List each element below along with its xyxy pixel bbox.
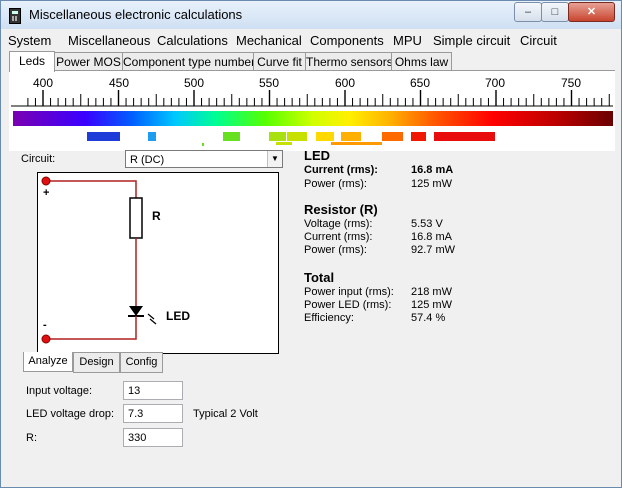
circuit-label: Circuit:	[21, 153, 56, 165]
maximize-button[interactable]: □	[541, 2, 569, 22]
led-voltage-drop-label: LED voltage drop:	[26, 408, 115, 420]
led-diode-symbol	[129, 306, 143, 316]
led-swatch-green	[223, 132, 240, 141]
res-voltage-row: Voltage (rms): 5.53 V	[304, 218, 604, 231]
led-voltage-drop-field[interactable]	[123, 404, 183, 423]
res-power-value: 92.7 mW	[411, 244, 456, 256]
total-input-row: Power input (rms): 218 mW	[304, 286, 604, 299]
total-input-value: 218 mW	[411, 286, 452, 298]
led-swatch-red	[411, 132, 426, 141]
efficiency-label: Efficiency:	[304, 312, 354, 324]
tab-curve-fit[interactable]: Curve fit	[253, 52, 306, 71]
plus-sign: +	[43, 187, 50, 199]
menu-system[interactable]: System	[8, 33, 52, 48]
tab-component-type-numbers[interactable]: Component type numbers	[122, 52, 261, 71]
led-swatch-amber	[341, 132, 361, 141]
res-power-row: Power (rms): 92.7 mW	[304, 244, 604, 257]
led-current-label: Current (rms):	[304, 164, 378, 176]
led-swatch-lime-band	[276, 142, 292, 145]
led-swatch-lime	[287, 132, 307, 141]
subtab-design[interactable]: Design	[73, 352, 120, 373]
menu-mechanical[interactable]: Mechanical	[236, 33, 302, 48]
total-led-label: Power LED (rms):	[304, 299, 392, 311]
circuit-schematic: + - R LED	[37, 172, 279, 354]
menu-bar: System Miscellaneous Calculations Mechan…	[1, 30, 621, 50]
chevron-down-icon[interactable]: ▼	[267, 151, 282, 167]
r-label: R:	[26, 432, 37, 444]
menu-mpu[interactable]: MPU	[393, 33, 422, 48]
efficiency-value: 57.4 %	[411, 312, 446, 324]
resistor-results-title: Resistor (R)	[304, 202, 378, 217]
led-swatch-cyan	[148, 132, 156, 141]
led-swatch-orange	[382, 132, 403, 141]
led-swatch-orange-band	[331, 142, 382, 145]
scale-label-400: 400	[32, 76, 54, 90]
title-bar: Miscellaneous electronic calculations – …	[1, 1, 621, 29]
circuit-select-value: R (DC)	[130, 154, 165, 166]
tab-power-mos[interactable]: Power MOS	[54, 52, 123, 71]
menu-miscellaneous[interactable]: Miscellaneous	[68, 33, 151, 48]
wavelength-scale: 400 450 500 550 600 650 700 750	[9, 71, 615, 151]
scale-label-500: 500	[183, 76, 205, 90]
res-power-label: Power (rms):	[304, 244, 367, 256]
subtab-config[interactable]: Config	[120, 352, 163, 373]
menu-components[interactable]: Components	[310, 33, 384, 48]
efficiency-row: Efficiency: 57.4 %	[304, 312, 604, 325]
resistor-symbol	[129, 197, 143, 239]
res-current-value: 16.8 mA	[411, 231, 452, 243]
schematic-drawing	[41, 176, 157, 344]
total-input-label: Power input (rms):	[304, 286, 394, 298]
tab-ohms-law[interactable]: Ohms law	[391, 52, 452, 71]
menu-circuit[interactable]: Circuit	[520, 33, 557, 48]
led-power-label: Power (rms):	[304, 178, 367, 190]
total-led-row: Power LED (rms): 125 mW	[304, 299, 604, 312]
scale-label-450: 450	[108, 76, 130, 90]
scale-label-600: 600	[334, 76, 356, 90]
scale-ticks	[11, 90, 613, 107]
led-drop-hint: Typical 2 Volt	[193, 408, 258, 420]
led-swatch-blue	[87, 132, 120, 141]
leds-panel: 400 450 500 550 600 650 700 750 Circuit:	[9, 70, 615, 483]
scale-label-650: 650	[409, 76, 431, 90]
res-voltage-label: Voltage (rms):	[304, 218, 373, 230]
positive-terminal	[41, 176, 51, 186]
led-power-row: Power (rms): 125 mW	[304, 178, 604, 191]
resistor-label: R	[152, 209, 161, 223]
led-swatch-yellow	[316, 132, 334, 141]
calculator-icon	[9, 8, 21, 24]
scale-label-700: 700	[484, 76, 506, 90]
input-voltage-label: Input voltage:	[26, 385, 93, 397]
input-voltage-field[interactable]	[123, 381, 183, 400]
circuit-select[interactable]: R (DC) ▼	[125, 150, 283, 168]
menu-simple-circuit[interactable]: Simple circuit	[433, 33, 511, 48]
tab-thermo-sensors[interactable]: Thermo sensors	[305, 52, 393, 71]
color-spectrum-bar	[13, 111, 613, 126]
res-voltage-value: 5.53 V	[411, 218, 443, 230]
res-current-label: Current (rms):	[304, 231, 373, 243]
led-power-value: 125 mW	[411, 178, 452, 190]
led-label: LED	[166, 309, 190, 323]
close-button[interactable]: ✕	[568, 2, 615, 22]
total-results-title: Total	[304, 270, 335, 285]
total-led-value: 125 mW	[411, 299, 452, 311]
r-field[interactable]	[123, 428, 183, 447]
minimize-button[interactable]: –	[514, 2, 542, 22]
led-results-title: LED	[304, 148, 330, 163]
scale-label-550: 550	[258, 76, 280, 90]
subtab-analyze[interactable]: Analyze	[23, 352, 73, 372]
menu-calculations[interactable]: Calculations	[157, 33, 228, 48]
scale-label-750: 750	[560, 76, 582, 90]
led-current-value: 16.8 mA	[411, 164, 454, 176]
led-swatch-deep-red	[434, 132, 495, 141]
res-current-row: Current (rms): 16.8 mA	[304, 231, 604, 244]
window-title: Miscellaneous electronic calculations	[29, 7, 243, 22]
negative-terminal	[41, 334, 51, 344]
minus-sign: -	[43, 319, 47, 331]
tab-leds[interactable]: Leds	[9, 51, 55, 72]
led-swatch-yellowgreen	[269, 132, 286, 141]
led-swatch-green-mark	[202, 143, 204, 146]
led-current-row: Current (rms): 16.8 mA	[304, 164, 604, 177]
